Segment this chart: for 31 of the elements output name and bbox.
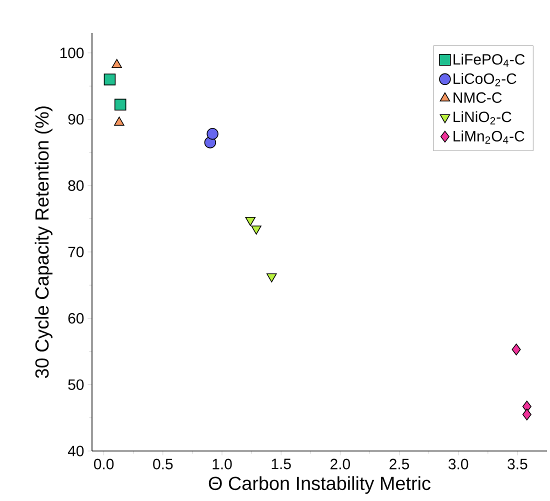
point (114, 98, 126, 111)
legend-label: LiNiO$_{2}$-C (454, 111, 512, 124)
x-tick-label: 2.0 (330, 458, 350, 470)
y-tick-label: 80 (68, 180, 84, 191)
y-tick-label: 100 (60, 48, 84, 58)
x-tick-label: 1.5 (272, 458, 291, 470)
y-tick-label: 70 (68, 246, 84, 258)
point (245, 216, 256, 226)
point (104, 74, 116, 86)
y-tick-label: 60 (68, 313, 84, 324)
point (512, 344, 521, 356)
x-tick-label: 0.0 (94, 458, 114, 470)
point (114, 116, 124, 126)
x-tick-label: 2.5 (390, 458, 410, 470)
point (522, 408, 532, 420)
legend-label: LiFePO$_{4}$-C (454, 54, 525, 67)
y-tick-label: 50 (68, 379, 84, 390)
point (266, 273, 277, 282)
x-tick-label: 0.5 (153, 458, 173, 470)
point (251, 226, 262, 235)
y-tick-label: 90 (68, 114, 84, 125)
point (206, 128, 218, 140)
x-tick-label: 3.0 (448, 458, 468, 470)
y-axis-title: 30 Cycle Capacity Retention (%) (34, 106, 52, 378)
legend-label: NMC-C (454, 92, 502, 103)
x-axis-title: Θ Carbon Instability Metric (208, 476, 430, 494)
legend-label: LiCoO$_{2}$-C (454, 73, 516, 86)
y-tick-label: 40 (68, 446, 84, 456)
legend-label: LiMn$_{2}$O$_{4}$-C (454, 130, 524, 144)
x-tick-label: 1.0 (212, 458, 232, 470)
x-tick-label: 3.5 (508, 458, 528, 470)
